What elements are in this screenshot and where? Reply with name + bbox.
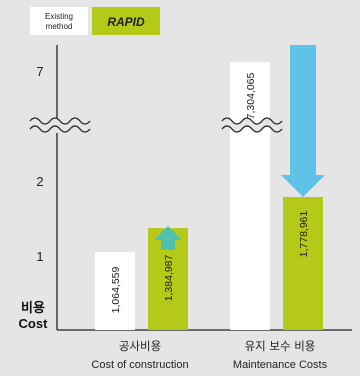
legend-rapid-label: RAPID (107, 15, 145, 29)
legend: Existing method RAPID (30, 7, 160, 35)
increase-arrow-icon (154, 226, 182, 250)
axis-break-bar-gap (219, 118, 285, 132)
value-label-rapid-maintenance: 1,778,961 (298, 210, 310, 257)
bar-existing-construction (95, 252, 135, 330)
axis-break-left-line-bottom (29, 125, 91, 133)
y-axis-label-korean: 비용 (21, 300, 45, 316)
y-tick-2: 2 (36, 174, 43, 189)
axis-break-bar-line-bottom (221, 125, 283, 133)
category-label-construction-korean: 공사비용 (119, 339, 161, 353)
category-label-maintenance-korean: 유지 보수 비용 (245, 339, 316, 353)
y-tick-1: 1 (36, 249, 43, 264)
y-tick-7: 7 (36, 64, 43, 79)
legend-existing-label-line1: Existing (45, 12, 73, 21)
value-label-existing-maintenance: 7,304,065 (245, 72, 257, 119)
legend-existing-label-line2: method (46, 22, 73, 31)
axis-break-left-line-top (29, 117, 91, 125)
axis-break-left-gap (27, 118, 93, 132)
y-axis-label-english: Cost (19, 316, 49, 331)
legend-existing-swatch (30, 7, 88, 35)
decrease-arrow-icon (281, 45, 325, 197)
legend-rapid-swatch (92, 7, 160, 35)
bars-group: 1,064,559 7,304,065 1,778,961 1,384,987 (27, 45, 325, 331)
category-label-maintenance-english: Maintenance Costs (233, 359, 328, 371)
value-label-existing-construction: 1,064,559 (110, 266, 122, 313)
category-label-construction-english: Cost of construction (91, 359, 188, 371)
bar-existing-maintenance (230, 61, 270, 331)
value-label-rapid-construction: 1,384,987 (163, 254, 175, 301)
axis-break-bar-line-top (221, 117, 283, 125)
bar-rapid-maintenance (283, 197, 323, 330)
